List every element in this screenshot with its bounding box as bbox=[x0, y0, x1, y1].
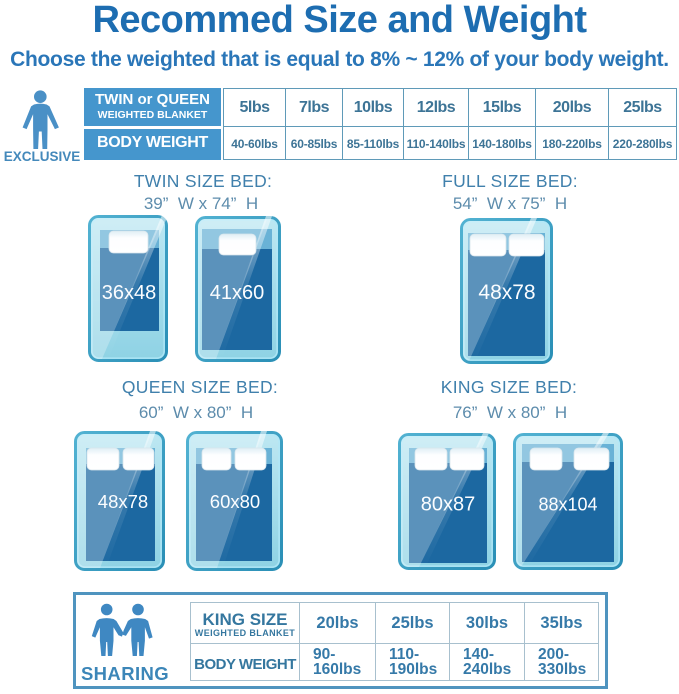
svg-text:48x78: 48x78 bbox=[98, 491, 148, 512]
svg-text:88x104: 88x104 bbox=[538, 495, 597, 515]
svg-text:80x87: 80x87 bbox=[421, 494, 476, 516]
svg-text:36x48: 36x48 bbox=[102, 282, 157, 304]
svg-text:60x80: 60x80 bbox=[210, 491, 260, 512]
svg-text:48x78: 48x78 bbox=[478, 281, 535, 304]
svg-text:41x60: 41x60 bbox=[210, 282, 265, 304]
